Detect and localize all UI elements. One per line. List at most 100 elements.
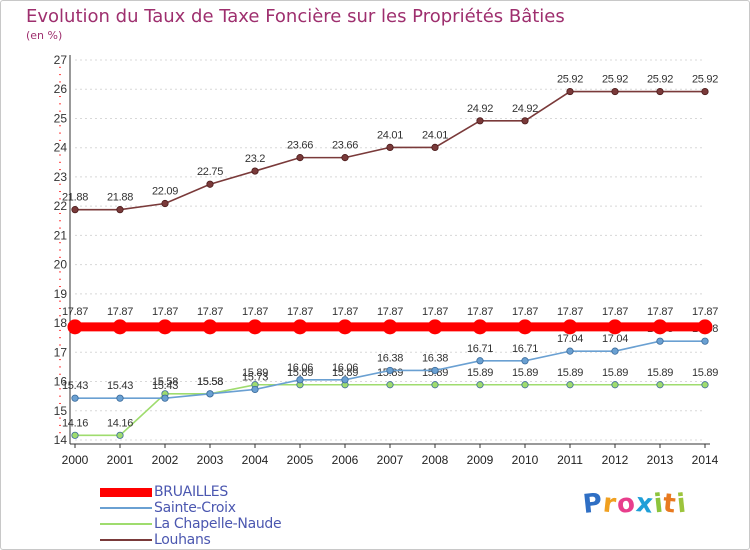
data-point <box>71 394 79 402</box>
data-point <box>251 167 259 175</box>
data-point <box>562 319 578 335</box>
data-label: 17.87 <box>62 306 88 318</box>
x-tick-label: 2011 <box>557 453 583 467</box>
data-point <box>206 390 214 398</box>
data-point <box>607 319 623 335</box>
legend-item: BRUAILLES <box>100 484 281 500</box>
data-label: 22.09 <box>152 186 178 198</box>
data-label: 15.89 <box>332 367 358 379</box>
data-label: 21.88 <box>62 192 88 204</box>
data-point <box>697 319 713 335</box>
x-tick-label: 2000 <box>62 453 89 467</box>
data-label: 17.87 <box>467 306 493 318</box>
data-label: 15.43 <box>62 380 88 392</box>
legend-swatch <box>100 539 152 541</box>
logo-letter: i <box>675 488 689 520</box>
legend-label: Sainte-Croix <box>154 500 236 516</box>
data-label: 15.43 <box>152 380 178 392</box>
data-point <box>701 337 709 345</box>
data-label: 15.89 <box>287 367 313 379</box>
legend-label: Louhans <box>154 532 211 548</box>
x-tick-label: 2012 <box>602 453 629 467</box>
data-label: 22.75 <box>197 166 223 178</box>
legend-item: Sainte-Croix <box>100 500 281 516</box>
data-point <box>296 154 304 162</box>
y-tick-label: 24 <box>54 141 68 155</box>
data-point <box>472 319 488 335</box>
data-point <box>427 319 443 335</box>
data-label: 15.58 <box>152 376 178 388</box>
data-label: 25.92 <box>557 74 583 86</box>
data-label: 15.89 <box>692 367 718 379</box>
series-louhans: 21.88 21.88 22.09 22.75 23.2 23.66 23.66 24.01 2… <box>62 74 718 214</box>
data-label: 21.88 <box>107 192 133 204</box>
data-label: 17.87 <box>647 306 673 318</box>
data-point <box>652 319 668 335</box>
y-tick-label: 21 <box>54 228 68 242</box>
y-tick-label: 14 <box>54 433 68 447</box>
data-label: 15.89 <box>647 367 673 379</box>
x-tick-label: 2014 <box>692 453 719 467</box>
y-tick-label: 23 <box>54 170 68 184</box>
data-point <box>157 319 173 335</box>
legend-swatch <box>100 523 152 525</box>
y-tick-label: 15 <box>54 404 68 418</box>
data-point <box>386 366 394 375</box>
data-point <box>431 381 439 389</box>
data-point <box>112 319 128 335</box>
data-label: 15.58 <box>197 376 223 388</box>
data-label: 25.92 <box>602 74 628 86</box>
chart-legend: BRUAILLES Sainte-Croix La Chapelle-Naude Lo… <box>100 484 282 548</box>
data-point <box>566 347 574 355</box>
data-label: 17.87 <box>152 306 178 318</box>
data-label: 14.16 <box>62 417 88 429</box>
data-point <box>206 180 214 188</box>
data-label: 16.71 <box>467 343 493 355</box>
data-point <box>521 381 529 389</box>
data-point <box>611 381 619 389</box>
data-label: 17.87 <box>602 306 628 318</box>
x-tick-label: 2013 <box>647 453 674 467</box>
legend-item: La Chapelle-Naude <box>100 516 282 532</box>
data-label: 15.43 <box>107 380 133 392</box>
data-label: 24.01 <box>377 129 403 141</box>
data-label: 23.66 <box>332 140 358 152</box>
data-point <box>431 143 439 151</box>
data-label: 23.66 <box>287 140 313 152</box>
x-tick-label: 2007 <box>377 453 404 467</box>
data-label: 15.73 <box>242 371 268 383</box>
y-tick-label: 18 <box>54 316 68 330</box>
series-line <box>75 383 705 437</box>
data-label: 24.92 <box>512 103 538 115</box>
data-point <box>67 319 83 335</box>
data-point <box>656 337 664 345</box>
data-label: 23.2 <box>245 153 265 165</box>
chart-title: Evolution du Taux de Taxe Foncière sur l… <box>26 6 565 27</box>
data-point <box>296 376 304 384</box>
data-point <box>386 143 394 151</box>
data-label: 17.87 <box>692 306 718 318</box>
data-point <box>116 394 124 402</box>
data-label: 16.06 <box>287 362 313 374</box>
data-point <box>566 381 574 389</box>
data-point <box>701 87 709 96</box>
data-label: 25.92 <box>647 74 673 86</box>
legend-label: La Chapelle-Naude <box>154 516 282 532</box>
x-tick-label: 2003 <box>197 453 224 467</box>
x-tick-label: 2010 <box>512 453 539 467</box>
data-point <box>247 319 263 335</box>
x-tick-label: 2004 <box>242 453 269 467</box>
data-point <box>292 319 308 335</box>
data-point <box>566 87 574 96</box>
data-point <box>656 381 664 389</box>
data-label: 17.87 <box>377 306 403 318</box>
unit-label: (en %) <box>26 29 63 42</box>
x-tick-label: 2002 <box>152 453 179 467</box>
data-point <box>116 431 124 439</box>
data-point <box>611 347 619 355</box>
series-bruailles: 17.87 17.87 17.87 17.87 17.87 17.87 17.87 17.87… <box>62 306 718 335</box>
data-label: 16.38 <box>377 352 403 364</box>
y-tick-label: 27 <box>54 53 68 67</box>
